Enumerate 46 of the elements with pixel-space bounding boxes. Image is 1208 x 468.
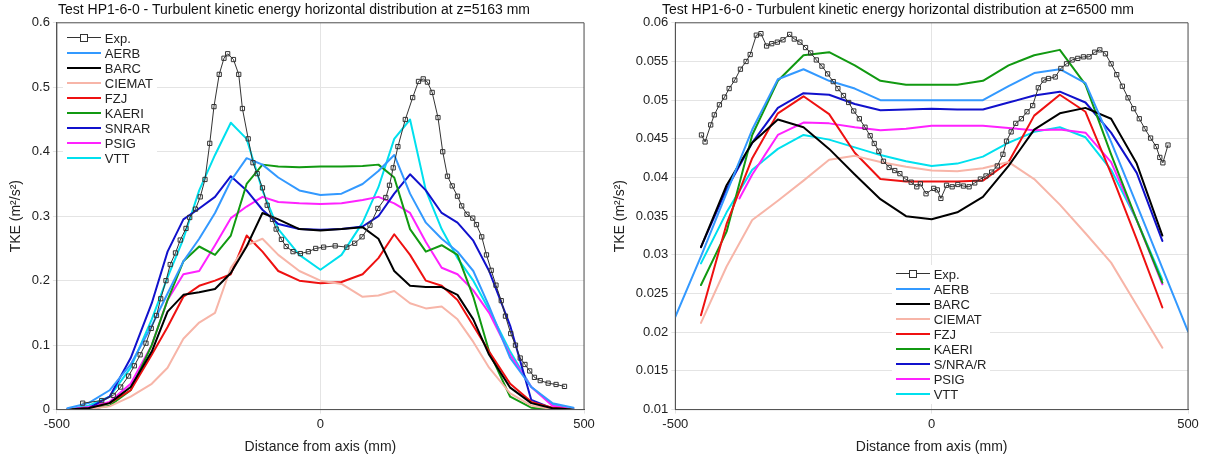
- x-tick-label: 500: [1177, 415, 1199, 431]
- y-tick-label: 0.4: [31, 143, 50, 159]
- legend-label: AERB: [933, 281, 970, 297]
- legend-label: FZJ: [104, 90, 128, 106]
- y-tick-label: 0.6: [31, 14, 50, 30]
- y-tick-label: 0.055: [635, 53, 669, 69]
- x-tick-label: -500: [43, 415, 70, 431]
- legend-label: VTT: [933, 386, 959, 402]
- legend-label: PSIG: [104, 135, 136, 151]
- legend-label: AERB: [104, 45, 141, 61]
- legend-label: BARC: [933, 296, 970, 312]
- legend-label: VTT: [104, 150, 130, 166]
- x-tick-label: 0: [316, 415, 325, 431]
- y-tick-label: 0.05: [643, 91, 669, 107]
- y-tick-label: 0.5: [31, 78, 50, 94]
- y-tick-label: 0.2: [31, 272, 50, 288]
- x-axis-title: Distance from axis (mm): [855, 438, 1008, 455]
- y-tick-label: 0.03: [643, 246, 669, 262]
- legend-label: S/NRA/R: [933, 356, 987, 372]
- y-tick-label: 0.035: [635, 207, 669, 223]
- x-tick-label: -500: [662, 415, 689, 431]
- legend-label: CIEMAT: [933, 311, 982, 327]
- legend-label: KAERI: [104, 105, 144, 121]
- x-tick-label: 0: [928, 415, 936, 431]
- legend-label: SNRAR: [104, 120, 151, 136]
- y-tick-label: 0.02: [643, 323, 669, 339]
- legend-label: Exp.: [933, 266, 960, 282]
- legend-label: KAERI: [933, 341, 973, 357]
- y-tick-label: 0.045: [635, 130, 669, 146]
- legend-label: FZJ: [933, 326, 957, 342]
- y-tick-label: 0.04: [643, 169, 669, 185]
- x-tick-label: 500: [573, 415, 595, 431]
- legend-label: BARC: [104, 60, 141, 76]
- y-tick-label: 0.1: [31, 336, 50, 352]
- y-tick-label: 0.015: [635, 362, 669, 378]
- legend-label: CIEMAT: [104, 75, 154, 91]
- y-tick-label: 0.025: [635, 285, 669, 301]
- y-tick-label: 0: [42, 401, 50, 417]
- y-tick-label: 0.01: [643, 401, 669, 417]
- legend-label: PSIG: [933, 371, 965, 387]
- x-axis-title: Distance from axis (mm): [244, 438, 397, 455]
- y-axis-title: TKE (m²/s²): [611, 180, 628, 253]
- y-tick-label: 0.3: [31, 207, 50, 223]
- legend-label: Exp.: [104, 30, 131, 46]
- y-axis-title: TKE (m²/s²): [7, 180, 24, 253]
- chart-title: Test HP1-6-0 - Turbulent kinetic energy horizontal distribution at z=5163 mm: [58, 1, 530, 18]
